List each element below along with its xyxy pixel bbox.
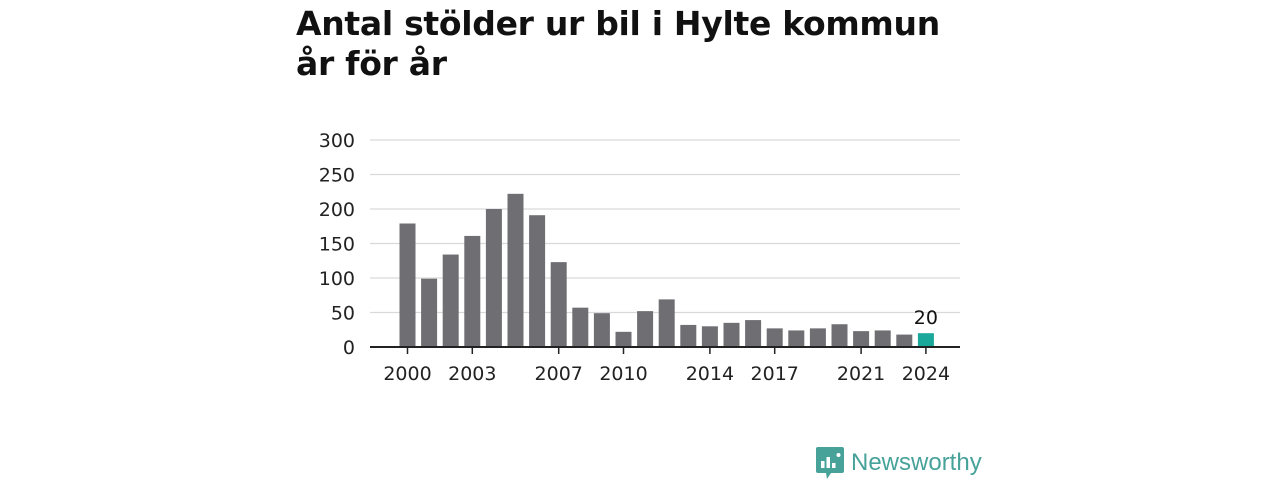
x-tick-label: 2010	[599, 363, 647, 385]
bar-2010	[615, 331, 632, 347]
bar-2015	[723, 322, 740, 347]
bar-2008	[572, 307, 589, 347]
y-tick-label: 250	[319, 165, 355, 187]
bar-2003	[464, 235, 481, 347]
value-label: 20	[914, 307, 938, 329]
x-tick-label: 2000	[383, 363, 431, 385]
bar-2000	[399, 223, 416, 347]
y-tick-label: 150	[319, 234, 355, 256]
x-tick-label: 2021	[837, 363, 885, 385]
bars	[399, 193, 934, 347]
y-axis-labels: 0 50 100 150 200 250 300	[319, 130, 355, 359]
bar-2018	[788, 330, 805, 347]
bar-2012	[658, 299, 675, 347]
bar-2004	[485, 209, 502, 347]
bar-2006	[529, 215, 546, 347]
brand: Newsworthy	[815, 446, 982, 480]
bar-2007	[550, 262, 567, 347]
bar-2014	[701, 326, 718, 347]
bar-2005	[507, 193, 524, 347]
bar-2020	[831, 324, 848, 347]
x-tick-label: 2014	[686, 363, 734, 385]
bar-2022	[874, 330, 891, 347]
bar-2001	[421, 278, 438, 347]
bar-2019	[809, 328, 826, 347]
y-tick-label: 300	[319, 130, 355, 152]
annotations: 20	[914, 307, 938, 329]
bar-2021	[853, 331, 870, 347]
bar-2011	[637, 311, 654, 347]
bar-2016	[745, 320, 762, 347]
x-tick-label: 2024	[902, 363, 950, 385]
brand-name: Newsworthy	[851, 449, 982, 476]
y-tick-label: 0	[343, 337, 355, 359]
newsworthy-logo-icon	[816, 447, 844, 479]
bar-2023	[896, 334, 913, 347]
bar-2009	[593, 313, 610, 347]
bar-2017	[766, 328, 783, 347]
chart-title: Antal stölder ur bil i Hylte kommun år f…	[296, 4, 940, 83]
x-tick-label: 2003	[448, 363, 496, 385]
y-tick-label: 100	[319, 268, 355, 290]
bar-2002	[442, 254, 459, 347]
y-tick-label: 50	[331, 303, 355, 325]
x-axis-ticks: 2000 2003 2007 2010 2014 2017 2021 2024	[383, 347, 950, 385]
y-tick-label: 200	[319, 199, 355, 221]
x-tick-label: 2007	[535, 363, 583, 385]
x-tick-label: 2017	[751, 363, 799, 385]
bar-2013	[680, 324, 697, 347]
bar-2024	[917, 333, 934, 347]
